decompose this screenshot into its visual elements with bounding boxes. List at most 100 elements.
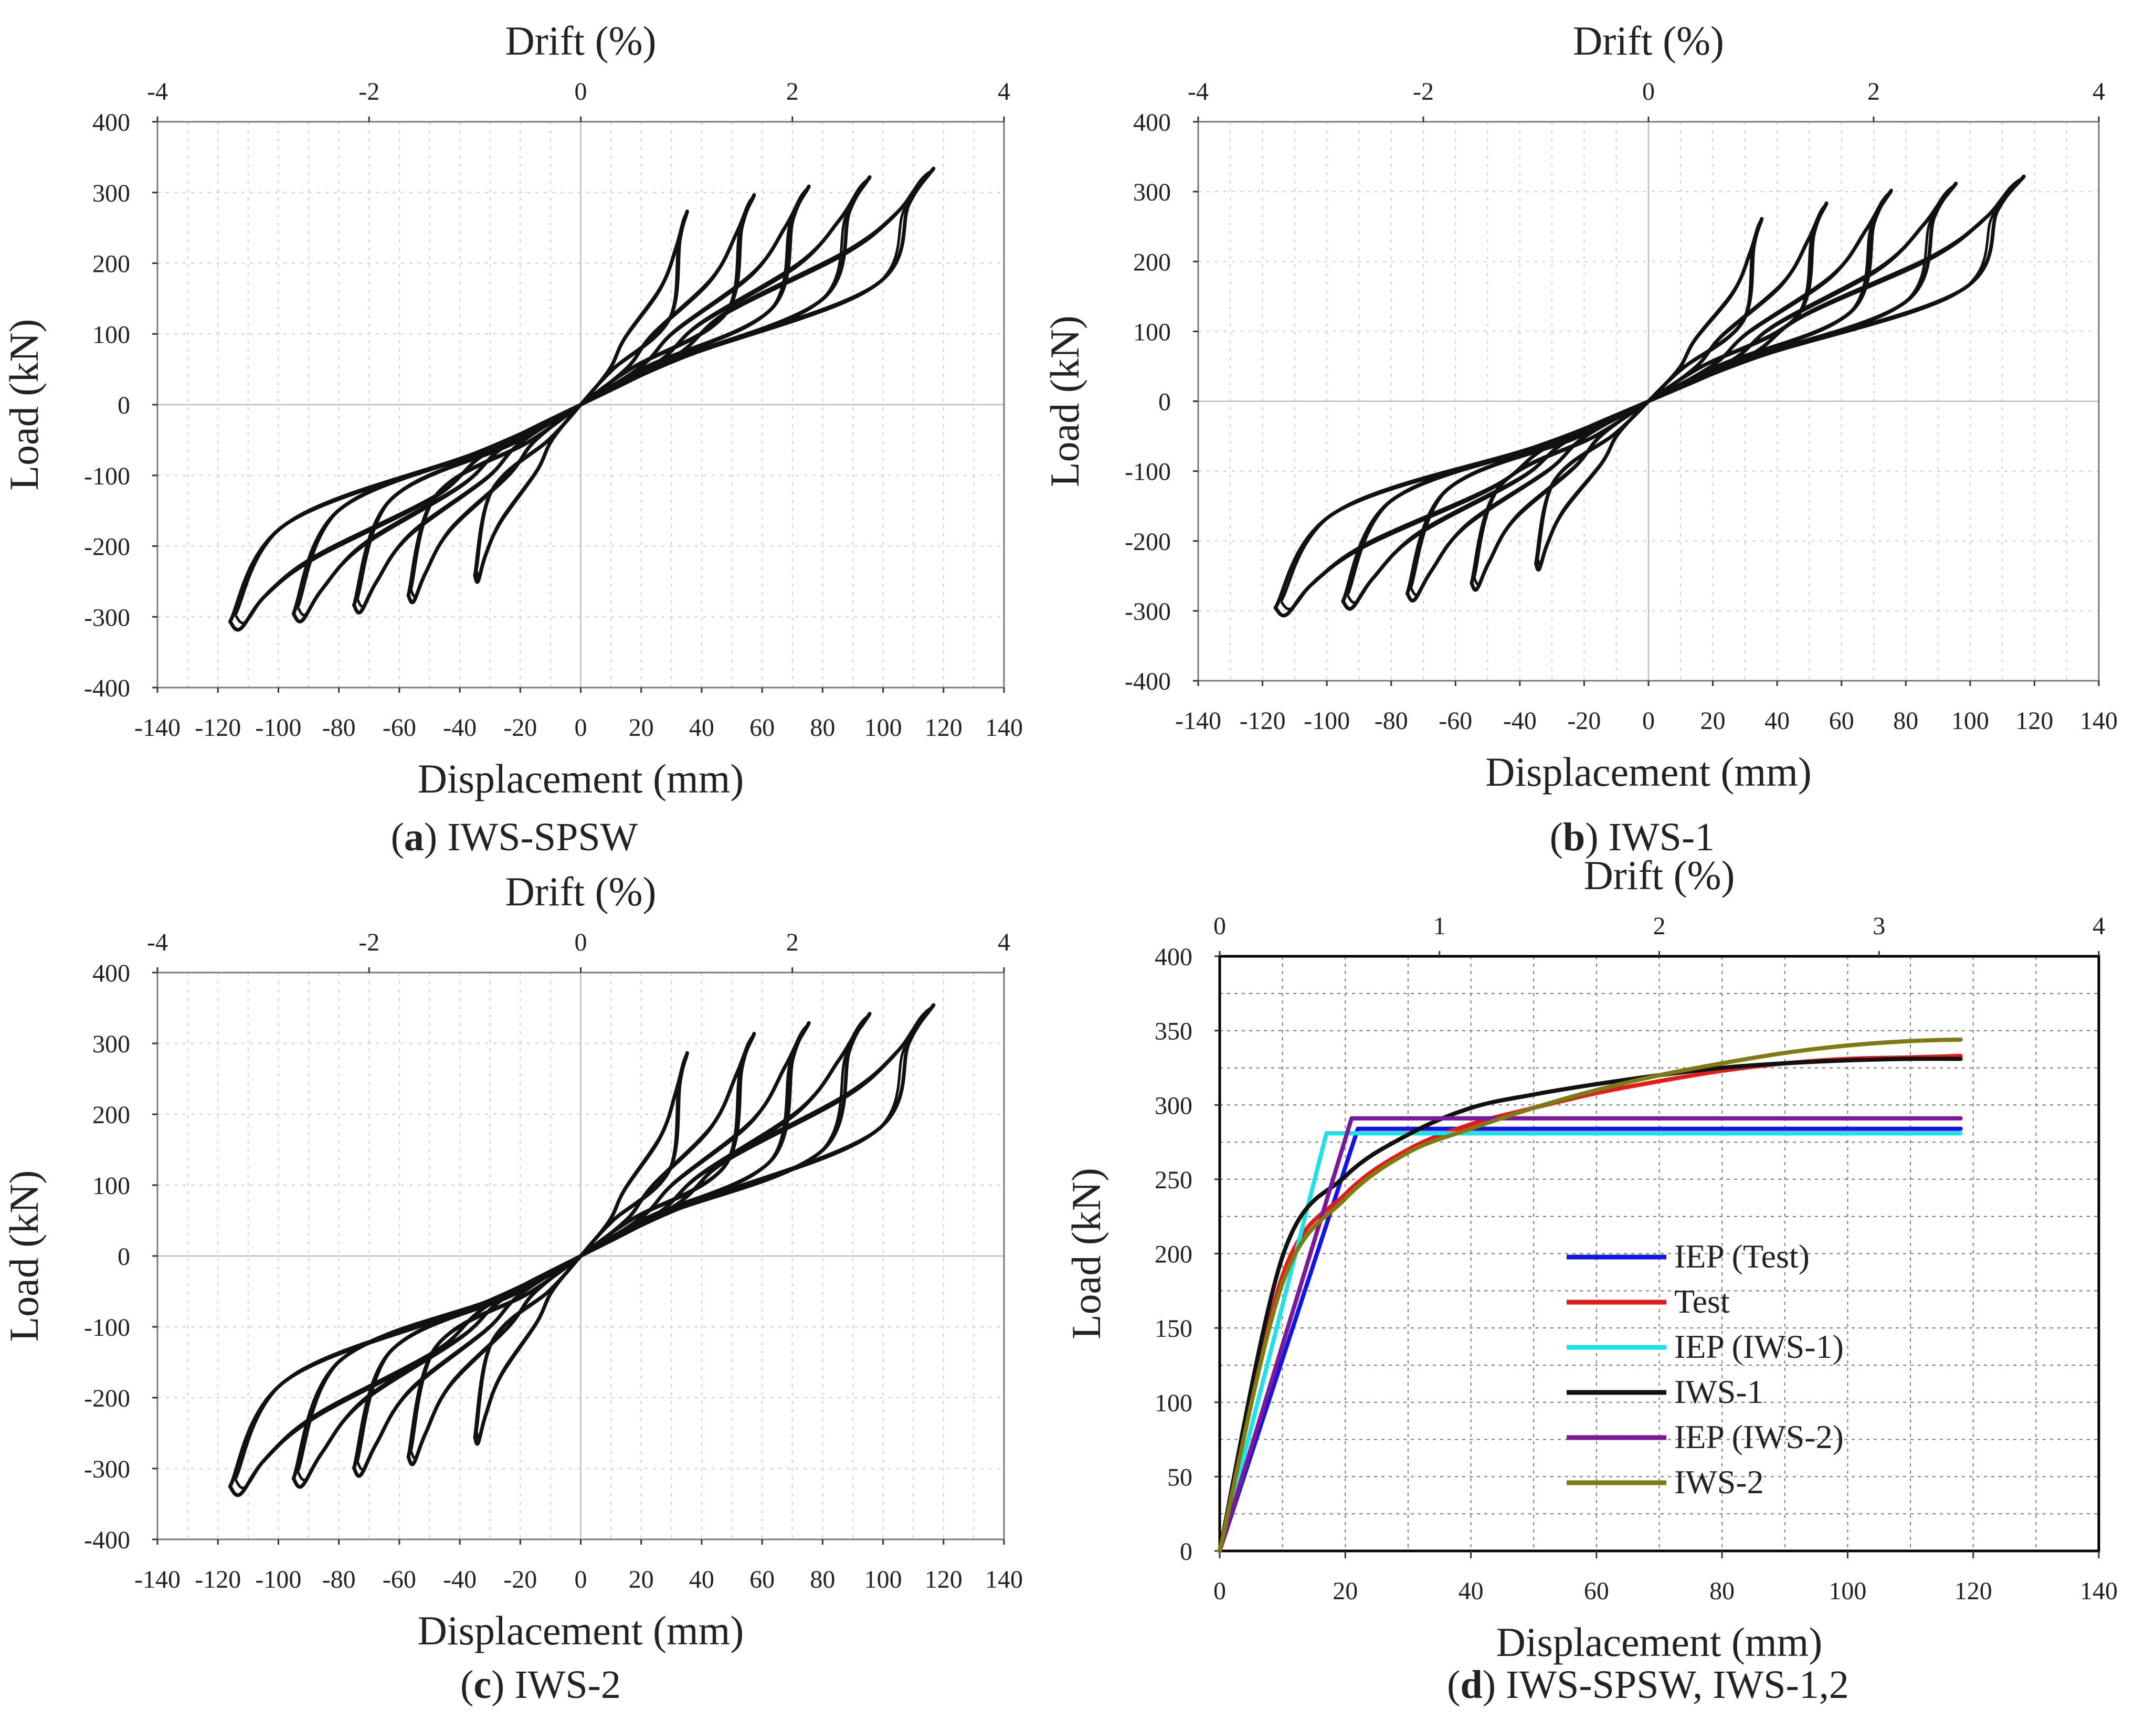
top-tick-label: 4	[998, 78, 1010, 105]
series-line-iep-iws-2	[1218, 1116, 1963, 1553]
y-tick-label: -100	[84, 462, 130, 490]
top-axis-title: Drift (%)	[1583, 852, 1735, 898]
top-tick-label: 0	[575, 78, 587, 105]
x-tick-label: 60	[749, 714, 775, 742]
y-tick-label: -200	[84, 533, 130, 561]
y-tick-label: 300	[92, 180, 130, 207]
y-tick-label: 50	[1167, 1463, 1192, 1491]
x-tick-label: -60	[1439, 707, 1472, 735]
y-tick-label: -300	[84, 604, 130, 631]
x-tick-label: -100	[255, 1566, 301, 1593]
legend-label: IWS-1	[1674, 1373, 1764, 1410]
chart-panel-c: -140 -120 -100 -80 -60 -40 -20 0 20 40 60 80 100 120 1…	[1, 869, 1023, 1707]
y-tick-label: 0	[118, 392, 130, 419]
caption-open: (	[391, 815, 404, 859]
hysteresis-loop-repeat-5	[1280, 182, 2020, 610]
top-tick-label: 0	[1642, 78, 1655, 105]
x-tick-label: 20	[1700, 707, 1726, 735]
x-tick-label: -80	[322, 1566, 356, 1593]
y-tick-label: -200	[1125, 528, 1171, 556]
legend-label: IEP (IWS-1)	[1674, 1328, 1844, 1365]
x-tick-label: -100	[255, 714, 301, 742]
x-tick-label: -140	[134, 1566, 181, 1593]
x-tick-label: 120	[925, 1566, 963, 1593]
caption-open: (	[1447, 1663, 1460, 1707]
top-tick-label: 1	[1433, 912, 1446, 940]
x-tick-label: 20	[629, 714, 654, 742]
top-axis-title: Drift (%)	[505, 869, 656, 914]
y-tick-label: -200	[84, 1385, 130, 1412]
y-axis-title: Load (kN)	[1, 319, 47, 490]
x-tick-label: 140	[985, 714, 1023, 742]
chart-panel-d: 0 20 40 60 80 100 120 1400501001502002503003504…	[1063, 852, 2118, 1707]
top-tick-label: -2	[1413, 78, 1434, 105]
x-tick-label: 40	[1459, 1577, 1484, 1605]
x-tick-label: 120	[2015, 707, 2053, 735]
top-tick-label: 2	[786, 928, 799, 956]
x-tick-label: 100	[1951, 707, 1989, 735]
x-axis-title: Displacement (mm)	[418, 1608, 744, 1653]
x-tick-label: 100	[1829, 1577, 1866, 1605]
caption-text: IWS-SPSW	[437, 815, 638, 859]
x-tick-label: 140	[2080, 1577, 2118, 1605]
x-tick-label: 120	[1954, 1577, 1992, 1605]
y-tick-label: 100	[92, 321, 130, 349]
y-axis-title: Load (kN)	[1, 1170, 47, 1342]
y-tick-label: 350	[1155, 1018, 1192, 1046]
x-tick-label: -140	[134, 714, 181, 742]
y-tick-label: 400	[1133, 109, 1171, 136]
panel-caption: (a) IWS-SPSW	[391, 815, 638, 859]
y-tick-label: 100	[1155, 1389, 1192, 1417]
y-tick-label: -300	[1125, 598, 1171, 626]
y-axis-title: Load (kN)	[1063, 1168, 1109, 1339]
y-tick-label: 100	[1133, 318, 1171, 346]
x-tick-label: -100	[1304, 707, 1350, 735]
caption-open: (	[1550, 815, 1563, 859]
y-tick-label: -100	[1125, 458, 1171, 486]
chart-panel-b: -140 -120 -100 -80 -60 -40 -20 0 20 40 60 80 100 120 1…	[1042, 18, 2118, 859]
caption-text: IWS-1	[1599, 815, 1715, 859]
x-tick-label: 20	[629, 1566, 654, 1593]
y-tick-label: 150	[1155, 1315, 1192, 1343]
x-tick-label: 140	[985, 1566, 1023, 1593]
x-tick-label: -40	[443, 714, 477, 742]
x-tick-label: 0	[575, 714, 587, 742]
y-tick-label: 300	[1133, 178, 1171, 206]
caption-letter: d	[1460, 1663, 1482, 1707]
y-tick-label: 400	[92, 109, 130, 136]
y-tick-label: 250	[1155, 1166, 1192, 1194]
x-tick-label: 0	[1642, 707, 1655, 735]
top-tick-label: 2	[786, 78, 799, 105]
panel-caption: (c) IWS-2	[460, 1663, 621, 1707]
caption-letter: a	[404, 815, 424, 859]
x-tick-label: -120	[195, 714, 241, 742]
panel-caption: (b) IWS-1	[1550, 815, 1715, 859]
x-tick-label: 120	[925, 714, 963, 742]
x-axis-title: Displacement (mm)	[418, 756, 744, 801]
top-tick-label: -2	[358, 78, 379, 105]
y-tick-label: -400	[84, 1526, 130, 1554]
x-tick-label: -60	[383, 1566, 416, 1593]
x-tick-label: -40	[443, 1566, 477, 1593]
top-axis-title: Drift (%)	[1573, 18, 1724, 64]
top-tick-label: 4	[2092, 78, 2105, 105]
y-tick-label: 0	[1158, 388, 1171, 416]
series-line-iep-iws-1	[1218, 1131, 1963, 1553]
caption-letter: c	[473, 1663, 491, 1707]
x-tick-label: 80	[810, 1566, 835, 1593]
x-tick-label: -120	[1240, 707, 1286, 735]
legend-label: IEP (IWS-2)	[1674, 1418, 1844, 1455]
y-tick-label: 0	[1180, 1538, 1192, 1566]
y-tick-label: 200	[1133, 248, 1171, 276]
x-tick-label: 60	[749, 1566, 775, 1593]
x-axis-title: Displacement (mm)	[1496, 1619, 1823, 1665]
x-tick-label: -120	[195, 1566, 241, 1593]
x-tick-label: 40	[689, 714, 714, 742]
y-tick-label: 300	[1155, 1092, 1192, 1120]
x-tick-label: -80	[322, 714, 356, 742]
caption-open: (	[460, 1663, 473, 1707]
series-line-iws-2	[1218, 1037, 1963, 1553]
x-tick-label: -20	[503, 1566, 537, 1593]
caption-text: IWS-2	[504, 1663, 621, 1707]
